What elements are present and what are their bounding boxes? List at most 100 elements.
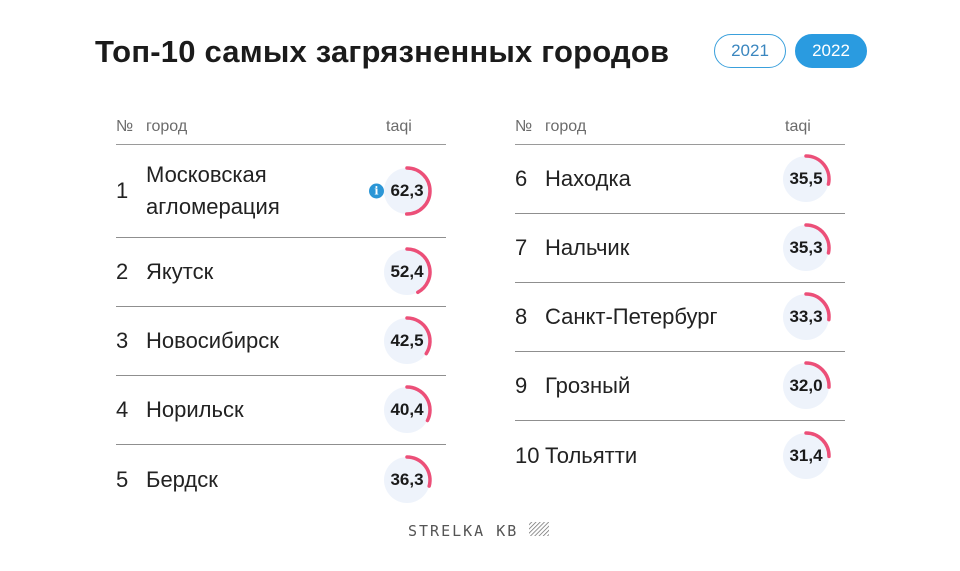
gauge-background	[384, 318, 430, 364]
city-name: Санкт-Петербург	[545, 304, 718, 329]
brand-name: STRELKA KB	[408, 522, 519, 540]
taqi-gauge: 36,3	[382, 450, 448, 510]
gauge-background	[783, 156, 829, 202]
column-header-number: №	[116, 118, 134, 135]
gauge-background	[783, 225, 829, 271]
city-name: Новосибирск	[146, 328, 279, 353]
gauge-svg	[384, 166, 432, 216]
gauge-svg	[783, 154, 831, 202]
table-row: 9 Грозный 32,0	[515, 352, 845, 421]
taqi-gauge: 40,4	[382, 380, 448, 440]
taqi-gauge: 42,5	[382, 311, 448, 371]
gauge-background	[384, 387, 430, 433]
table-row: 1 Московская агломерация i 62,3	[116, 145, 446, 238]
gauge-arc	[804, 154, 831, 186]
info-icon[interactable]: i	[369, 183, 384, 199]
rank-number: 9	[515, 373, 528, 398]
gauge-svg	[384, 316, 432, 364]
table-row: 3 Новосибирск 42,5	[116, 307, 446, 376]
taqi-value: 32,0	[789, 376, 823, 395]
taqi-gauge: 35,5	[781, 149, 847, 209]
table-row: 2 Якутск 52,4	[116, 238, 446, 307]
taqi-gauge: 52,4	[382, 242, 448, 302]
rank-number: 8	[515, 304, 528, 329]
table-row: 10 Тольятти 31,4	[515, 421, 845, 490]
gauge-arc	[804, 361, 831, 389]
gauge-arc	[804, 430, 831, 458]
gauge-svg	[783, 430, 831, 479]
city-name: Якутск	[146, 259, 214, 284]
gauge-background	[783, 294, 829, 340]
gauge-background	[783, 432, 829, 479]
column-header-number: №	[515, 118, 533, 135]
rows-right: 6 Находка 35,5 7 Нальчик 35,3 8 Санкт-Петербург…	[515, 145, 845, 490]
gauge-svg	[384, 385, 432, 433]
gauge-background	[384, 168, 430, 214]
gauge-svg	[783, 292, 831, 340]
rank-number: 10	[515, 442, 540, 468]
gauge-arc	[404, 166, 432, 216]
gauge-svg	[783, 361, 831, 409]
taqi-value: 35,3	[789, 238, 823, 257]
taqi-gauge: 62,3	[382, 161, 448, 221]
rows-left: 1 Московская агломерация i 62,3 2 Якутск 52,4 3…	[116, 145, 446, 514]
gauge-arc	[405, 385, 432, 423]
ranking-table-right: № город taqi 6 Находка 35,5 7 Нальчик 35,3 8 Са…	[515, 110, 845, 490]
table-row: 8 Санкт-Петербург 33,3	[515, 283, 845, 352]
year-2022-button[interactable]: 2022	[795, 34, 867, 68]
year-toggle: 2021 2022	[714, 34, 867, 68]
rank-number: 6	[515, 166, 528, 191]
gauge-arc	[804, 292, 831, 322]
city-name: Московская агломерация	[146, 162, 280, 219]
page-title: Топ-10 самых загрязненных городов	[95, 34, 670, 69]
rank-number: 7	[515, 235, 528, 260]
gauge-arc	[804, 223, 831, 255]
table-row: 7 Нальчик 35,3	[515, 214, 845, 283]
gauge-svg	[384, 247, 432, 295]
footer-brand: STRELKA KB	[408, 521, 550, 541]
taqi-value: 40,4	[390, 400, 424, 419]
gauge-background	[783, 363, 829, 409]
taqi-value: 31,4	[789, 445, 823, 465]
column-header-taqi: taqi	[386, 118, 412, 135]
taqi-gauge: 35,3	[781, 218, 847, 278]
rank-number: 1	[116, 178, 129, 203]
taqi-gauge: 32,0	[781, 356, 847, 416]
taqi-value: 62,3	[390, 181, 424, 200]
table-row: 6 Находка 35,5	[515, 145, 845, 214]
hatched-square-icon	[528, 521, 550, 541]
city-name: Тольятти	[545, 442, 638, 468]
table-row: 4 Норильск 40,4	[116, 376, 446, 445]
rank-number: 5	[116, 466, 129, 492]
rank-number: 3	[116, 328, 129, 353]
taqi-value: 42,5	[390, 331, 424, 350]
table-header: № город taqi	[116, 110, 446, 145]
column-header-city: город	[545, 118, 587, 135]
gauge-background	[384, 249, 430, 295]
column-header-taqi: taqi	[785, 118, 811, 135]
gauge-svg	[783, 223, 831, 271]
taqi-value: 33,3	[789, 307, 823, 326]
gauge-svg	[384, 454, 432, 503]
rank-number: 2	[116, 259, 129, 284]
city-name: Грозный	[545, 373, 631, 398]
gauge-arc	[405, 316, 432, 356]
gauge-background	[384, 456, 430, 503]
table-header: № город taqi	[515, 110, 845, 145]
table-row: 5 Бердск 36,3	[116, 445, 446, 514]
rank-number: 4	[116, 397, 129, 422]
city-name: Находка	[545, 166, 631, 191]
ranking-table-left: № город taqi 1 Московская агломерация i 62,…	[116, 110, 446, 514]
gauge-arc	[405, 454, 432, 488]
city-name: Норильск	[146, 397, 244, 422]
taqi-gauge: 33,3	[781, 287, 847, 347]
taqi-value: 36,3	[390, 469, 424, 489]
city-name: Нальчик	[545, 235, 630, 260]
taqi-value: 35,5	[789, 169, 823, 188]
column-header-city: город	[146, 118, 188, 135]
taqi-gauge: 31,4	[781, 426, 847, 486]
year-2021-button[interactable]: 2021	[714, 34, 786, 68]
gauge-arc	[405, 247, 432, 295]
city-name: Бердск	[146, 466, 218, 492]
taqi-value: 52,4	[390, 262, 424, 281]
